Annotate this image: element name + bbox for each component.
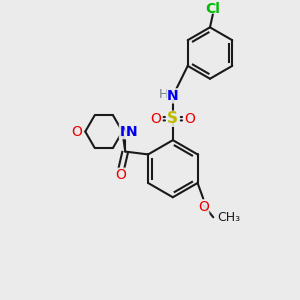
Text: Cl: Cl (206, 2, 220, 16)
Text: N: N (167, 89, 179, 103)
Text: O: O (72, 124, 83, 139)
Text: S: S (167, 111, 178, 126)
Text: O: O (150, 112, 161, 126)
Text: N: N (125, 124, 137, 139)
Text: N: N (119, 124, 131, 139)
Text: O: O (184, 112, 195, 126)
Text: CH₃: CH₃ (218, 211, 241, 224)
Text: O: O (116, 168, 126, 182)
Text: O: O (198, 200, 209, 214)
Text: H: H (159, 88, 168, 101)
